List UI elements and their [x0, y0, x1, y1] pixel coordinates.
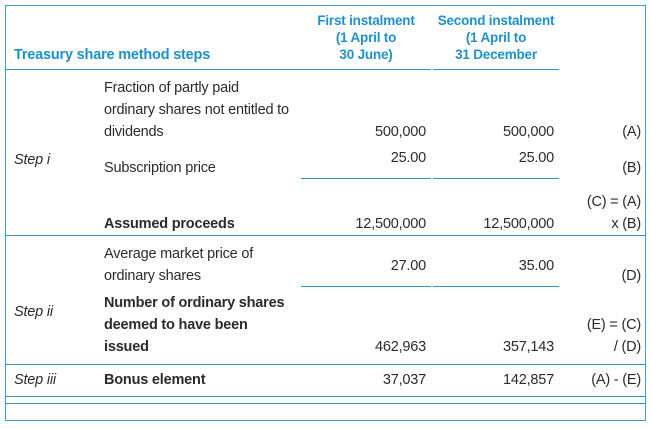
step-iii-section: Step iii Bonus element 37,037 142,857 (A… [6, 369, 645, 397]
first-instalment-value: 12,500,000 [355, 216, 426, 232]
step-i-section: Step i Fraction of partly paid ordinary … [6, 77, 645, 236]
row-fraction-partly-paid: Fraction of partly paid ordinary shares … [6, 77, 645, 143]
column-header-reference-empty [559, 12, 644, 70]
first-instalment-value: 500,000 [374, 124, 426, 140]
row-description: Number of ordinary shares deemed to have… [104, 295, 285, 355]
treasury-share-method-table: Treasury share method steps First instal… [5, 5, 646, 421]
column-header-second-instalment: Second instalment (1 April to 31 Decembe… [433, 12, 559, 70]
second-instalment-value: 12,500,000 [483, 216, 554, 232]
row-description: Assumed proceeds [104, 216, 235, 232]
first-instalment-value: 25.00 [301, 147, 431, 179]
reference-label: (A) [622, 124, 641, 140]
row-description: Fraction of partly paid ordinary shares … [104, 80, 289, 140]
column-header-first-instalment: First instalment (1 April to 30 June) [301, 12, 431, 70]
table-title: Treasury share method steps [6, 12, 301, 70]
table-header-row: Treasury share method steps First instal… [6, 6, 645, 70]
row-description: Bonus element [104, 372, 206, 388]
step-ii-label: Step ii [14, 304, 53, 320]
first-instalment-value: 37,037 [382, 372, 426, 388]
second-instalment-value: 35.00 [433, 255, 559, 287]
reference-formula: (C) = (A) x (B) [586, 194, 641, 232]
row-bonus-element: Step iii Bonus element 37,037 142,857 (A… [6, 369, 645, 396]
reference-label: (B) [622, 160, 641, 176]
closing-double-rule [6, 397, 645, 404]
second-instalment-value: 500,000 [502, 124, 554, 140]
row-description: Average market price of ordinary shares [104, 246, 254, 284]
step-i-label: Step i [14, 152, 50, 168]
row-assumed-proceeds: Assumed proceeds 12,500,000 12,500,000 (… [6, 191, 645, 235]
reference-label: (D) [621, 268, 641, 284]
row-subscription-price: Subscription price 25.00 25.00 (B) [6, 147, 645, 179]
first-instalment-value: 462,963 [374, 339, 426, 355]
row-number-of-shares-deemed-issued: Number of ordinary shares deemed to have… [6, 292, 645, 358]
row-average-market-price: Average market price of ordinary shares … [6, 243, 645, 287]
second-instalment-value: 142,857 [502, 372, 554, 388]
reference-formula: (A) - (E) [591, 372, 641, 388]
first-instalment-value: 27.00 [301, 255, 431, 287]
step-ii-section: Step ii Average market price of ordinary… [6, 243, 645, 365]
row-description: Subscription price [104, 160, 216, 176]
reference-formula: (E) = (C) / (D) [586, 317, 641, 355]
second-instalment-value: 357,143 [502, 339, 554, 355]
step-iii-label: Step iii [14, 372, 56, 388]
second-instalment-value: 25.00 [433, 147, 559, 179]
